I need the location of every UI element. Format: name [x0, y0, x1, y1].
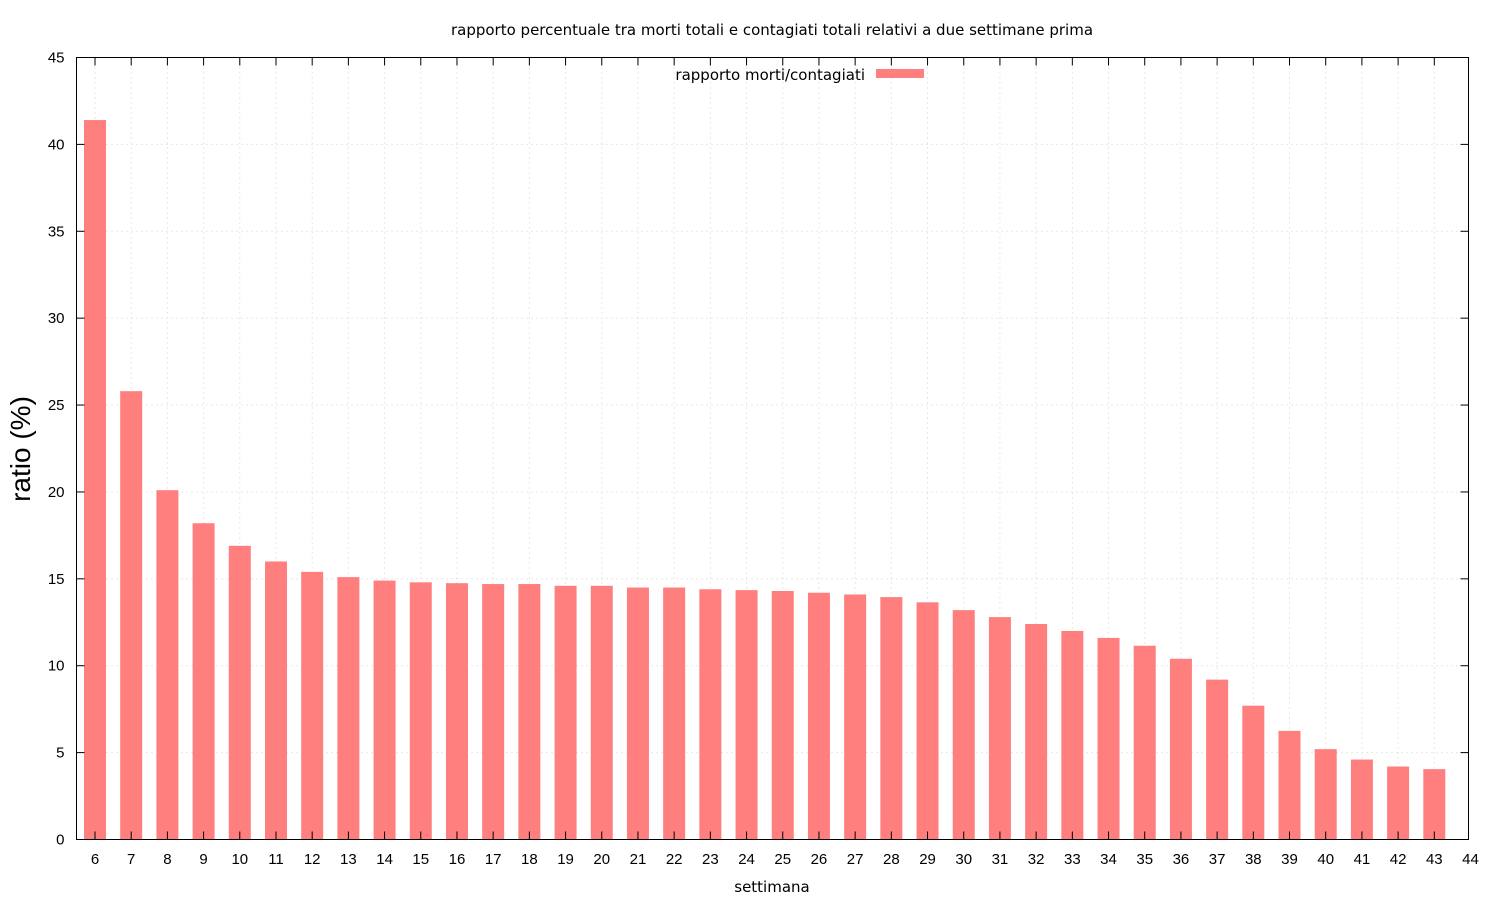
- x-tick-label: 16: [449, 851, 466, 868]
- bar-week-24: [735, 590, 758, 840]
- bar-week-18: [518, 584, 541, 840]
- y-tick-label: 40: [48, 136, 65, 153]
- bar-week-14: [373, 580, 396, 840]
- x-tick-label: 25: [774, 851, 791, 868]
- bar-week-19: [554, 585, 577, 840]
- x-tick-label: 15: [412, 851, 429, 868]
- bar-week-15: [409, 582, 432, 840]
- x-tick-label: 20: [593, 851, 610, 868]
- bar-week-8: [156, 490, 179, 840]
- x-tick-label: 26: [811, 851, 828, 868]
- x-tick-label: 42: [1390, 851, 1407, 868]
- x-tick-label: 12: [304, 851, 321, 868]
- x-tick-label: 22: [666, 851, 683, 868]
- x-tick-label: 32: [1028, 851, 1045, 868]
- bar-week-42: [1387, 766, 1410, 840]
- grid: [76, 57, 1469, 840]
- x-tick-label: 8: [163, 851, 171, 868]
- bar-week-13: [337, 577, 360, 840]
- y-axis-label: ratio (%): [5, 396, 36, 502]
- bar-week-35: [1133, 645, 1156, 840]
- bar-week-41: [1350, 759, 1373, 840]
- x-tick-label: 7: [127, 851, 135, 868]
- x-tick-label: 10: [231, 851, 248, 868]
- x-tick-label: 34: [1100, 851, 1117, 868]
- y-tick-label: 25: [48, 397, 65, 414]
- bar-week-10: [228, 545, 251, 840]
- bar-week-23: [699, 589, 722, 840]
- x-tick-label: 17: [485, 851, 502, 868]
- bar-week-32: [1025, 624, 1048, 840]
- bar-week-17: [482, 584, 505, 840]
- y-axis-ticks: 0 5 10 15 20 25 30 35 40 45: [48, 50, 1469, 849]
- x-axis-label: settimana: [734, 878, 809, 896]
- x-tick-label: 21: [630, 851, 647, 868]
- x-tick-label: 38: [1245, 851, 1262, 868]
- legend-label: rapporto morti/contagiati: [675, 66, 865, 84]
- bar-week-21: [626, 587, 649, 840]
- x-tick-label: 18: [521, 851, 538, 868]
- x-tick-label: 27: [847, 851, 864, 868]
- y-tick-label: 10: [48, 658, 65, 675]
- y-tick-label: 35: [48, 223, 65, 240]
- bar-week-26: [807, 592, 830, 840]
- x-tick-label: 37: [1209, 851, 1226, 868]
- x-tick-label: 6: [91, 851, 99, 868]
- x-tick-label: 30: [955, 851, 972, 868]
- legend: rapporto morti/contagiati: [675, 66, 924, 84]
- bar-week-40: [1314, 749, 1337, 840]
- bar-week-7: [120, 391, 143, 840]
- bar-week-6: [84, 120, 106, 840]
- bar-week-12: [301, 571, 324, 840]
- x-tick-label: 35: [1136, 851, 1153, 868]
- bar-week-22: [663, 587, 686, 840]
- bar-week-11: [264, 561, 287, 840]
- bar-week-9: [192, 523, 215, 840]
- y-tick-label: 45: [48, 50, 65, 67]
- x-tick-label: 11: [268, 851, 284, 868]
- x-tick-label: 36: [1173, 851, 1190, 868]
- y-tick-label: 30: [48, 310, 65, 327]
- bar-week-31: [988, 617, 1011, 840]
- bar-week-37: [1206, 679, 1229, 840]
- bar-week-20: [590, 585, 613, 840]
- bar-week-28: [880, 597, 903, 840]
- x-tick-label: 23: [702, 851, 719, 868]
- x-tick-label: 39: [1281, 851, 1298, 868]
- bar-week-30: [952, 610, 975, 840]
- bar-week-25: [771, 590, 794, 840]
- x-tick-label: 13: [340, 851, 357, 868]
- bar-week-33: [1061, 630, 1084, 840]
- bar-week-38: [1242, 705, 1265, 840]
- bar-week-29: [916, 602, 939, 840]
- bar-week-34: [1097, 637, 1120, 840]
- x-tick-label: 24: [738, 851, 755, 868]
- x-tick-label: 28: [883, 851, 900, 868]
- x-tick-label: 44: [1462, 851, 1479, 868]
- chart-title: rapporto percentuale tra morti totali e …: [451, 21, 1093, 39]
- x-tick-label: 19: [557, 851, 574, 868]
- x-axis-ticks: 6 7 8 9 10 11 12 13 14 15 16 17 18 19 20 21 22 23 24 25 26 27…: [91, 57, 1479, 868]
- y-tick-label: 20: [48, 484, 65, 501]
- x-tick-label: 43: [1426, 851, 1443, 868]
- bars: [84, 120, 1446, 840]
- bar-week-16: [445, 583, 468, 840]
- x-tick-label: 33: [1064, 851, 1081, 868]
- plot-frame: [76, 57, 1469, 840]
- y-tick-label: 0: [56, 832, 64, 849]
- bar-week-36: [1169, 658, 1192, 840]
- x-tick-label: 31: [992, 851, 1009, 868]
- x-tick-label: 41: [1354, 851, 1371, 868]
- y-tick-label: 5: [56, 745, 64, 762]
- y-tick-label: 15: [48, 571, 65, 588]
- legend-swatch: [876, 69, 924, 78]
- x-tick-label: 40: [1317, 851, 1334, 868]
- x-tick-label: 29: [919, 851, 936, 868]
- x-tick-label: 9: [199, 851, 207, 868]
- bar-week-43: [1423, 769, 1446, 840]
- bar-week-27: [844, 594, 867, 840]
- bar-week-39: [1278, 730, 1301, 840]
- x-tick-label: 14: [376, 851, 393, 868]
